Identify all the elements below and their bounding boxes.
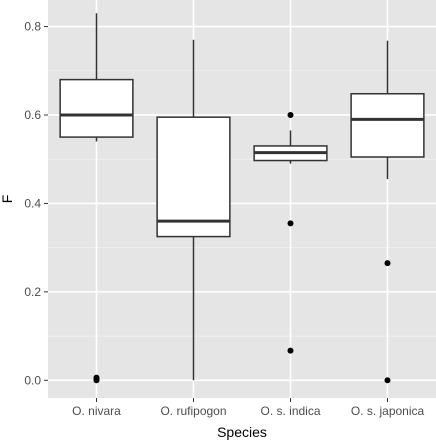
- y-axis-title: F: [0, 195, 15, 204]
- y-axis: 0.0 0.2 0.4 0.6 0.8: [24, 20, 48, 387]
- y-tick-label: 0.0: [24, 373, 41, 387]
- outlier-point: [384, 260, 391, 267]
- x-axis: O. nivara O. rufipogon O. s. indica O. s. j…: [72, 398, 425, 418]
- y-tick-label: 0.8: [24, 20, 41, 34]
- y-tick-label: 0.4: [24, 196, 41, 210]
- outlier-point: [287, 347, 294, 354]
- plot-panel: [48, 0, 436, 398]
- x-tick-label: O. s. japonica: [351, 404, 425, 418]
- y-tick-label: 0.6: [24, 108, 41, 122]
- outlier-point: [384, 377, 391, 384]
- outlier-point: [287, 111, 294, 118]
- x-tick-label: O. s. indica: [260, 404, 320, 418]
- x-tick-label: O. nivara: [72, 404, 121, 418]
- x-axis-title: Species: [217, 424, 267, 440]
- outlier-point: [93, 374, 100, 381]
- box-iqr: [350, 93, 425, 158]
- box-iqr: [59, 78, 134, 138]
- box-iqr: [156, 116, 231, 238]
- grid-minor: [48, 70, 436, 337]
- box-o-rufipogon: [156, 39, 231, 381]
- box-o-s-japonica: [350, 40, 425, 384]
- box-o-nivara: [59, 13, 134, 384]
- boxes: [59, 13, 425, 384]
- x-tick-label: O. rufipogon: [160, 404, 226, 418]
- outlier-point: [287, 220, 294, 227]
- y-tick-label: 0.2: [24, 285, 41, 299]
- box-o-s-indica: [253, 111, 328, 354]
